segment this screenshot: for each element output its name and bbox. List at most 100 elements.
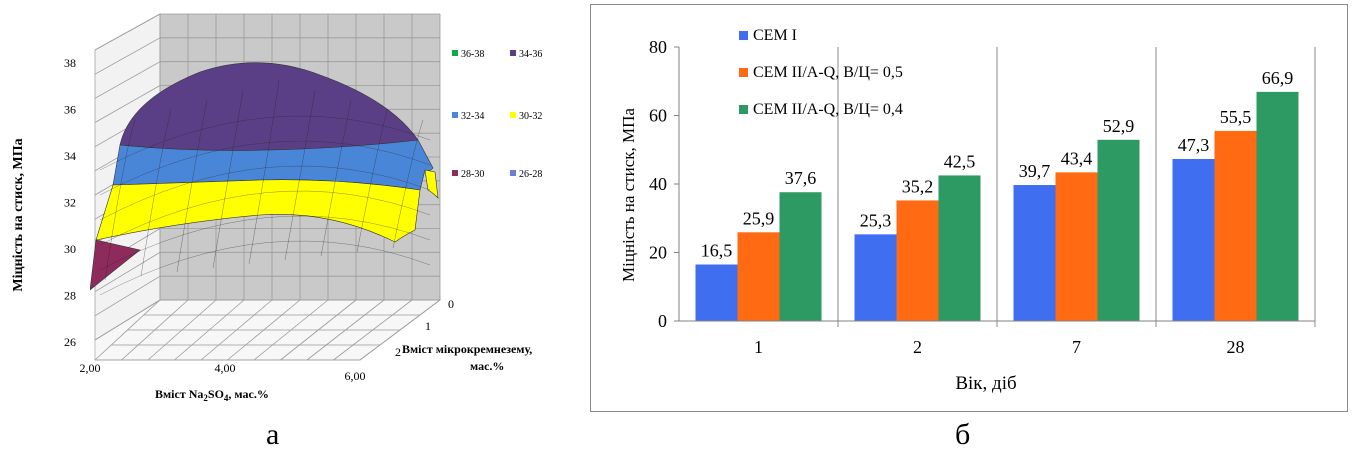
surface-legend-label: 36-38 — [461, 49, 484, 60]
bar-chart-frame: 16,5 25,9 37,6 25,3 35,2 42,5 39,7 43,4 52,9 47,3… — [590, 4, 1348, 412]
bar-value-label: 25,9 — [743, 208, 775, 228]
surface-y-tick: 26 — [64, 335, 76, 349]
surface-legend-swatch — [510, 170, 516, 176]
bar-value-label: 39,7 — [1019, 161, 1051, 181]
surface-legend-label: 30-32 — [519, 111, 542, 122]
surface — [90, 62, 439, 296]
surface-chart: 26 28 30 32 34 36 38 2,00 4,00 6,00 0 1 2 36-38 34-36… — [0, 0, 560, 410]
bar-x-label: Вік, діб — [955, 373, 1016, 394]
bar-value-label: 55,5 — [1220, 107, 1252, 127]
surface-y-tick: 36 — [64, 103, 76, 117]
bar — [695, 264, 738, 321]
bar-legend-swatch — [739, 105, 748, 114]
bars — [695, 91, 1299, 322]
bar-y-tick: 20 — [649, 243, 667, 263]
panel-label-a: а — [266, 418, 280, 451]
bar-axes: 0 20 40 60 80 1 2 7 28 — [649, 37, 1315, 357]
surface-mesh-line — [99, 215, 431, 271]
bar — [779, 192, 822, 321]
bar-value-label: 47,3 — [1178, 135, 1210, 155]
surface-mesh-line — [248, 79, 280, 265]
surface-y-tick: 32 — [64, 196, 76, 210]
surface-y-tick: 28 — [64, 289, 76, 303]
bar-legend-swatch — [739, 31, 748, 40]
bar-value-label: 25,3 — [860, 210, 892, 230]
bar — [1055, 172, 1098, 321]
bar — [896, 200, 939, 321]
bar-value-label: 43,4 — [1061, 148, 1093, 168]
surface-legend: 36-38 34-36 32-34 30-32 28-30 26-28 — [452, 49, 542, 180]
surface-mesh-line — [99, 115, 431, 171]
surface-x-tick: 6,00 — [345, 369, 366, 383]
surface-mesh-line — [99, 165, 431, 221]
panel-label-b: б — [955, 418, 971, 451]
surface-axes: 26 28 30 32 34 36 38 2,00 4,00 6,00 0 1 2 — [64, 56, 454, 383]
bar-value-label: 35,2 — [902, 176, 934, 196]
surface-mesh-line — [320, 99, 352, 257]
surface-mesh-line — [176, 99, 208, 273]
surface-legend-swatch — [510, 50, 516, 56]
surface-depth-tick: 1 — [425, 319, 431, 333]
bar-y-tick: 80 — [649, 37, 667, 57]
bar — [1214, 130, 1257, 321]
surface-mesh-line — [212, 89, 244, 269]
bar-category-label: 28 — [1227, 337, 1245, 357]
bar — [1013, 185, 1056, 321]
surface-mesh-line — [356, 109, 388, 253]
bar — [938, 175, 981, 321]
bar-y-tick: 0 — [658, 311, 667, 331]
bar — [737, 232, 780, 321]
bar-grid — [837, 47, 1316, 327]
bar-value-label: 16,5 — [701, 240, 733, 260]
bar-category-label: 2 — [913, 337, 922, 357]
bar-y-label: Міцність на стиск, МПа — [619, 108, 638, 282]
surface-legend-label: 32-34 — [461, 111, 484, 122]
bar-legend-label: CEM II/A-Q, В/Ц= 0,4 — [753, 101, 903, 118]
surface-y-label: Міцність на стиск, МПа — [11, 138, 26, 291]
surface-legend-label: 26-28 — [519, 169, 542, 180]
surface-depth-label-line1: Вміст мікрокремнезему, — [402, 342, 532, 356]
surface-mesh-line — [392, 119, 424, 249]
surface-mesh-line — [99, 240, 431, 296]
bar-value-label: 37,6 — [785, 168, 817, 188]
surface-depth-label-line2: мас.% — [470, 359, 504, 373]
surface-legend-label: 28-30 — [461, 169, 484, 180]
bar-value-label: 42,5 — [944, 151, 976, 171]
surface-x-label: Вміст Na2SO4, мас.% — [155, 387, 269, 403]
surface-mesh-line — [104, 119, 136, 281]
bar-value-label: 52,9 — [1103, 116, 1135, 136]
bar-chart-svg: 16,5 25,9 37,6 25,3 35,2 42,5 39,7 43,4 52,9 47,3… — [619, 27, 1316, 394]
bar — [1172, 158, 1215, 321]
surface-mesh-line — [99, 190, 431, 246]
surface-x-tick: 2,00 — [80, 361, 101, 375]
surface-x-tick: 4,00 — [215, 361, 236, 375]
surface-y-tick: 38 — [64, 56, 76, 70]
surface-legend-label: 34-36 — [519, 49, 542, 60]
surface-mesh-line — [99, 140, 431, 196]
bar-legend-label: CEM I — [753, 27, 797, 44]
surface-legend-swatch — [510, 112, 516, 118]
surface-legend-swatch — [452, 50, 458, 56]
bar-y-tick: 60 — [649, 106, 667, 126]
surface-mesh-line — [284, 89, 316, 261]
bar-legend-swatch — [739, 68, 748, 77]
bar — [854, 234, 897, 321]
bar-labels: 16,5 25,9 37,6 25,3 35,2 42,5 39,7 43,4 52,9 47,3… — [701, 68, 1294, 261]
surface-legend-swatch — [452, 112, 458, 118]
surface-depth-tick: 2 — [395, 345, 401, 359]
surface-y-tick: 30 — [64, 242, 76, 256]
bar-value-label: 66,9 — [1262, 68, 1294, 88]
bar — [1256, 91, 1299, 322]
bar — [1097, 139, 1140, 321]
bar-legend-label: CEM II/A-Q, В/Ц= 0,5 — [753, 64, 903, 81]
surface-legend-swatch — [452, 170, 458, 176]
surface-depth-tick: 0 — [448, 297, 454, 311]
surface-mesh-line — [140, 109, 172, 277]
surface-band-30-32-flap — [424, 169, 439, 199]
bar-category-label: 1 — [754, 337, 763, 357]
bar-category-label: 7 — [1072, 337, 1081, 357]
surface-y-tick: 34 — [64, 149, 76, 163]
surface-chart-svg: 26 28 30 32 34 36 38 2,00 4,00 6,00 0 1 2 36-38 34-36… — [11, 13, 542, 403]
bar-legend: CEM I CEM II/A-Q, В/Ц= 0,5 CEM II/A-Q, В/Ц… — [739, 27, 903, 118]
bar-y-tick: 40 — [649, 174, 667, 194]
